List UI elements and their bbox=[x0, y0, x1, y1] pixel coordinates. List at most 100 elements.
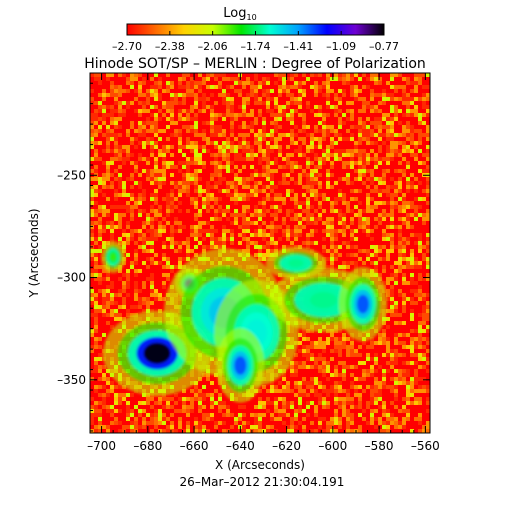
heatmap-cell bbox=[418, 293, 422, 297]
heatmap-cell bbox=[298, 137, 302, 141]
heatmap-cell bbox=[266, 213, 270, 217]
heatmap-cell bbox=[246, 241, 250, 245]
heatmap-cell bbox=[138, 305, 142, 309]
heatmap-cell bbox=[158, 253, 162, 257]
heatmap-cell bbox=[358, 237, 362, 241]
heatmap-cell bbox=[310, 201, 314, 205]
heatmap-cell bbox=[426, 97, 430, 101]
heatmap-cell bbox=[154, 81, 158, 85]
heatmap-cell bbox=[254, 125, 258, 129]
heatmap-cell bbox=[334, 93, 338, 97]
heatmap-cell bbox=[174, 109, 178, 113]
heatmap-cell bbox=[230, 89, 234, 93]
heatmap-cell bbox=[150, 101, 154, 105]
heatmap-cell bbox=[418, 77, 422, 81]
heatmap-cell bbox=[338, 253, 342, 257]
heatmap-cell bbox=[322, 149, 326, 153]
heatmap-cell bbox=[286, 81, 290, 85]
heatmap-cell bbox=[230, 93, 234, 97]
heatmap-cell bbox=[226, 101, 230, 105]
heatmap-cell bbox=[398, 125, 402, 129]
heatmap-cell bbox=[94, 277, 98, 281]
heatmap-cell bbox=[370, 85, 374, 89]
heatmap-cell bbox=[214, 221, 218, 225]
heatmap-cell bbox=[394, 293, 398, 297]
heatmap-cell bbox=[378, 209, 382, 213]
heatmap-cell bbox=[154, 133, 158, 137]
heatmap-cell bbox=[206, 109, 210, 113]
heatmap-cell bbox=[426, 181, 430, 185]
heatmap-cell bbox=[286, 245, 290, 249]
heatmap-cell bbox=[274, 237, 278, 241]
heatmap-cell bbox=[146, 289, 150, 293]
heatmap-cell bbox=[314, 129, 318, 133]
heatmap-cell bbox=[198, 233, 202, 237]
heatmap-cell bbox=[110, 237, 114, 241]
heatmap-cell bbox=[330, 157, 334, 161]
heatmap-cell bbox=[314, 89, 318, 93]
heatmap-cell bbox=[218, 197, 222, 201]
heatmap-cell bbox=[118, 233, 122, 237]
heatmap-cell bbox=[94, 213, 98, 217]
heatmap-cell bbox=[182, 101, 186, 105]
heatmap-cell bbox=[362, 137, 366, 141]
heatmap-cell bbox=[294, 93, 298, 97]
heatmap-cell bbox=[178, 213, 182, 217]
heatmap-cell bbox=[410, 249, 414, 253]
heatmap-cell bbox=[198, 201, 202, 205]
heatmap-cell bbox=[154, 109, 158, 113]
heatmap-cell bbox=[246, 169, 250, 173]
heatmap-cell bbox=[278, 245, 282, 249]
heatmap-cell bbox=[330, 257, 334, 261]
heatmap-cell bbox=[254, 133, 258, 137]
heatmap-cell bbox=[150, 277, 154, 281]
heatmap-cell bbox=[162, 101, 166, 105]
heatmap-cell bbox=[254, 89, 258, 93]
heatmap-cell bbox=[294, 161, 298, 165]
heatmap-cell bbox=[370, 205, 374, 209]
heatmap-cell bbox=[206, 129, 210, 133]
heatmap-cell bbox=[266, 125, 270, 129]
heatmap-cell bbox=[122, 173, 126, 177]
heatmap-cell bbox=[422, 113, 426, 117]
heatmap-cell bbox=[102, 185, 106, 189]
heatmap-cell bbox=[422, 225, 426, 229]
heatmap-cell bbox=[346, 93, 350, 97]
heatmap-cell bbox=[154, 253, 158, 257]
heatmap-cell bbox=[418, 137, 422, 141]
heatmap-cell bbox=[182, 221, 186, 225]
heatmap-cell bbox=[398, 285, 402, 289]
heatmap-cell bbox=[158, 289, 162, 293]
heatmap-cell bbox=[390, 141, 394, 145]
heatmap-cell bbox=[418, 193, 422, 197]
heatmap-cell bbox=[394, 217, 398, 221]
heatmap-cell bbox=[338, 197, 342, 201]
heatmap-cell bbox=[354, 237, 358, 241]
heatmap-cell bbox=[310, 181, 314, 185]
heatmap-cell bbox=[414, 85, 418, 89]
heatmap-cell bbox=[134, 161, 138, 165]
heatmap-cell bbox=[222, 129, 226, 133]
heatmap-cell bbox=[346, 217, 350, 221]
heatmap-cell bbox=[186, 209, 190, 213]
heatmap-cell bbox=[178, 225, 182, 229]
heatmap-cell bbox=[254, 173, 258, 177]
heatmap-cell bbox=[262, 257, 266, 261]
heatmap-cell bbox=[326, 145, 330, 149]
heatmap-cell bbox=[414, 269, 418, 273]
heatmap-cell bbox=[262, 209, 266, 213]
heatmap-cell bbox=[106, 233, 110, 237]
heatmap-cell bbox=[130, 133, 134, 137]
heatmap-cell bbox=[146, 201, 150, 205]
heatmap-cell bbox=[266, 89, 270, 93]
heatmap-cell bbox=[138, 185, 142, 189]
heatmap-cell bbox=[230, 237, 234, 241]
heatmap-cell bbox=[418, 281, 422, 285]
heatmap-cell bbox=[254, 229, 258, 233]
heatmap-cell bbox=[194, 165, 198, 169]
heatmap-cell bbox=[246, 233, 250, 237]
heatmap-cell bbox=[310, 185, 314, 189]
heatmap-cell bbox=[254, 189, 258, 193]
heatmap-cell bbox=[198, 89, 202, 93]
heatmap-cell bbox=[118, 277, 122, 281]
